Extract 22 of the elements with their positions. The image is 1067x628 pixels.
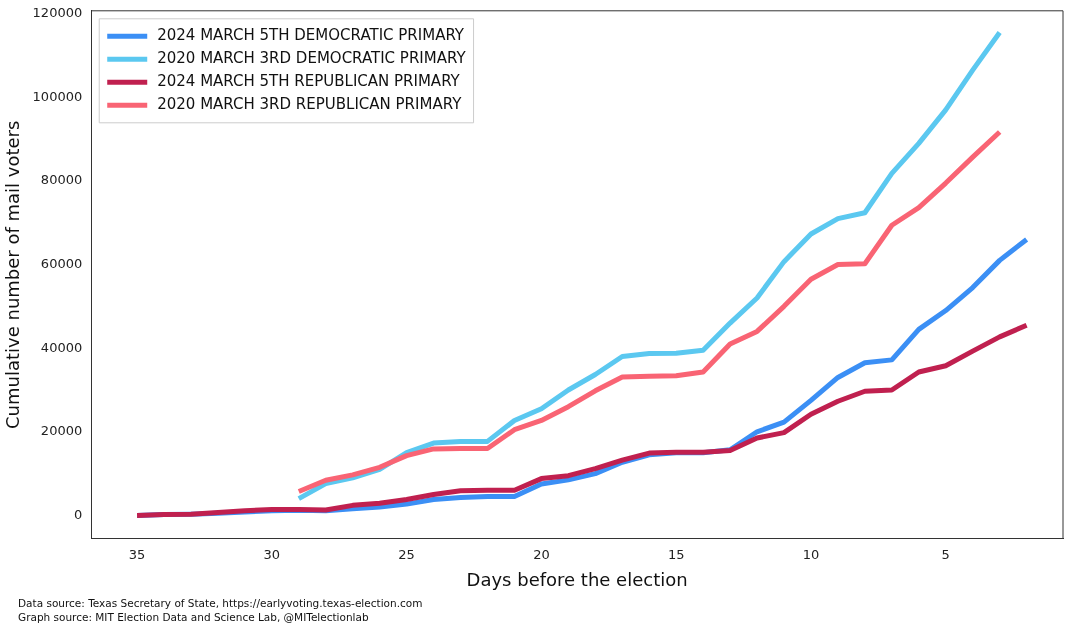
- legend-label: 2024 MARCH 5TH REPUBLICAN PRIMARY: [157, 72, 461, 91]
- x-tick-label: 35: [128, 546, 146, 562]
- y-axis-title: Cumulative number of mail voters: [2, 120, 24, 429]
- y-tick-label: 0: [73, 506, 83, 522]
- x-tick-label: 15: [667, 546, 685, 562]
- x-axis-title: Days before the election: [466, 568, 688, 590]
- legend-label: 2020 MARCH 3RD REPUBLICAN PRIMARY: [157, 95, 463, 114]
- source-note: Data source: Texas Secretary of State, https://earlyvoting.texas-election.com: [18, 596, 424, 610]
- legend-label: 2024 MARCH 5TH DEMOCRATIC PRIMARY: [157, 26, 465, 45]
- legend-label: 2020 MARCH 3RD DEMOCRATIC PRIMARY: [157, 49, 467, 68]
- y-tick-label: 20000: [40, 423, 83, 439]
- y-tick-label: 60000: [40, 255, 83, 271]
- y-tick-label: 40000: [40, 339, 83, 355]
- y-tick-label: 100000: [32, 88, 83, 104]
- text: Graph source: MIT Election Data and Science Lab, @MITelectionlab: [18, 610, 370, 624]
- x-tick-label: 5: [941, 546, 950, 562]
- x-tick-label: 20: [533, 546, 550, 562]
- y-tick-label: 120000: [32, 5, 83, 21]
- x-tick-label: 10: [802, 546, 820, 562]
- x-tick-label: 30: [263, 546, 281, 562]
- y-tick-label: 80000: [40, 172, 83, 188]
- x-tick-label: 25: [398, 546, 415, 562]
